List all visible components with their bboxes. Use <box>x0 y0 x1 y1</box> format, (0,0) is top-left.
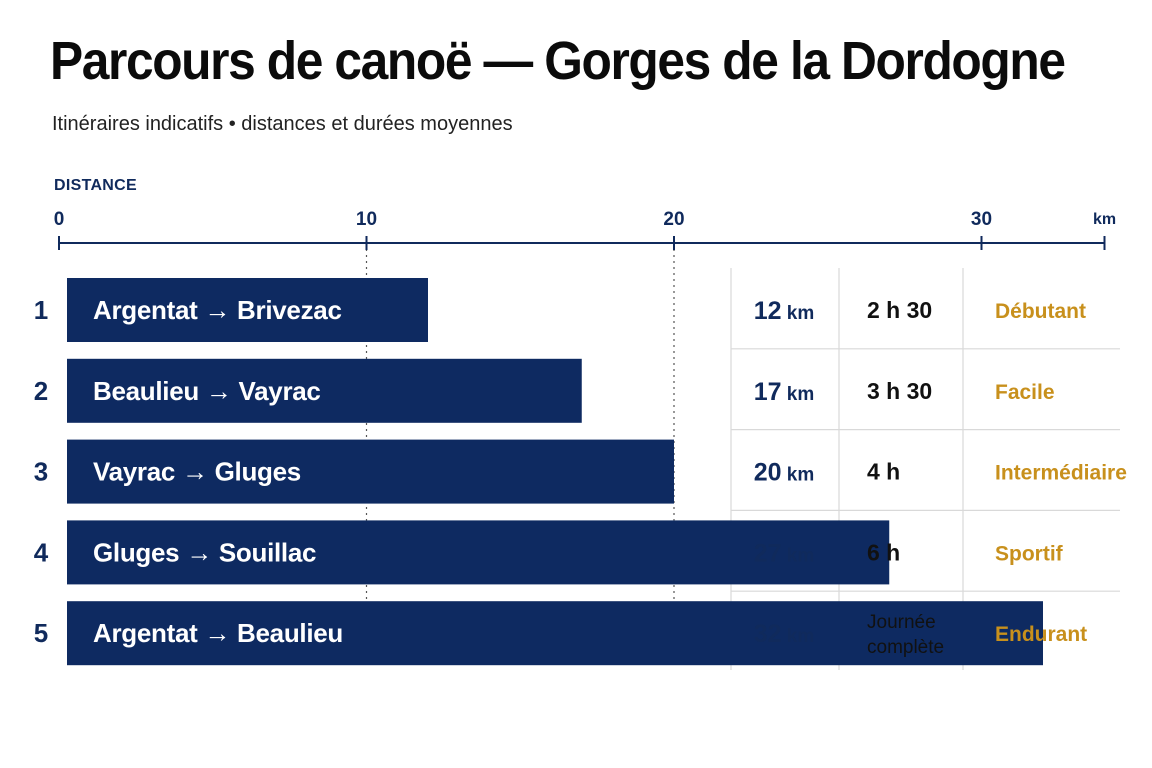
bar-label: Beaulieu → Vayrac <box>93 376 321 406</box>
chart-subtitle: Itinéraires indicatifs • distances et du… <box>52 113 513 135</box>
row-distance: 12 km <box>754 297 815 325</box>
row-number: 2 <box>34 376 48 406</box>
bar-label: Gluges → Souillac <box>93 537 316 567</box>
row-number: 5 <box>34 618 48 648</box>
row-level: Intermédiaire <box>995 462 1127 485</box>
x-tick-label-20: 20 <box>663 209 684 230</box>
row-duration: 6 h <box>867 539 900 565</box>
bar-label: Vayrac → Gluges <box>93 457 301 487</box>
row-duration: 2 h 30 <box>867 297 932 323</box>
row-number: 4 <box>34 537 49 567</box>
row-level: Endurant <box>995 623 1087 646</box>
row-level: Sportif <box>995 542 1064 565</box>
row-duration: 4 h <box>867 459 900 485</box>
x-tick-label-10: 10 <box>356 209 377 230</box>
x-axis-unit-label: km <box>1093 211 1116 228</box>
row-distance: 20 km <box>754 459 815 487</box>
bar-4 <box>67 520 890 585</box>
row-duration-line: Journée <box>867 612 936 633</box>
bar-1 <box>67 278 428 342</box>
row-duration-line: complète <box>867 637 944 658</box>
axis-label: DISTANCE <box>54 177 137 194</box>
row-distance: 17 km <box>754 378 815 406</box>
row-duration: 3 h 30 <box>867 378 932 404</box>
bar-label: Argentat → Brivezac <box>93 295 342 325</box>
bar-5 <box>67 601 1043 666</box>
bar-3 <box>67 439 674 504</box>
row-number: 3 <box>34 457 48 487</box>
row-distance: 32 km <box>754 620 815 648</box>
x-tick-label-30: 30 <box>971 209 992 230</box>
row-number: 1 <box>34 295 48 325</box>
row-level: Facile <box>995 381 1055 404</box>
chart-title: Parcours de canoë — Gorges de la Dordogn… <box>50 31 1066 91</box>
x-tick-label-0: 0 <box>54 209 65 230</box>
bar-2 <box>67 358 582 423</box>
row-level: Débutant <box>995 300 1086 323</box>
row-distance: 27 km <box>754 539 815 567</box>
bar-label: Argentat → Beaulieu <box>93 618 343 648</box>
